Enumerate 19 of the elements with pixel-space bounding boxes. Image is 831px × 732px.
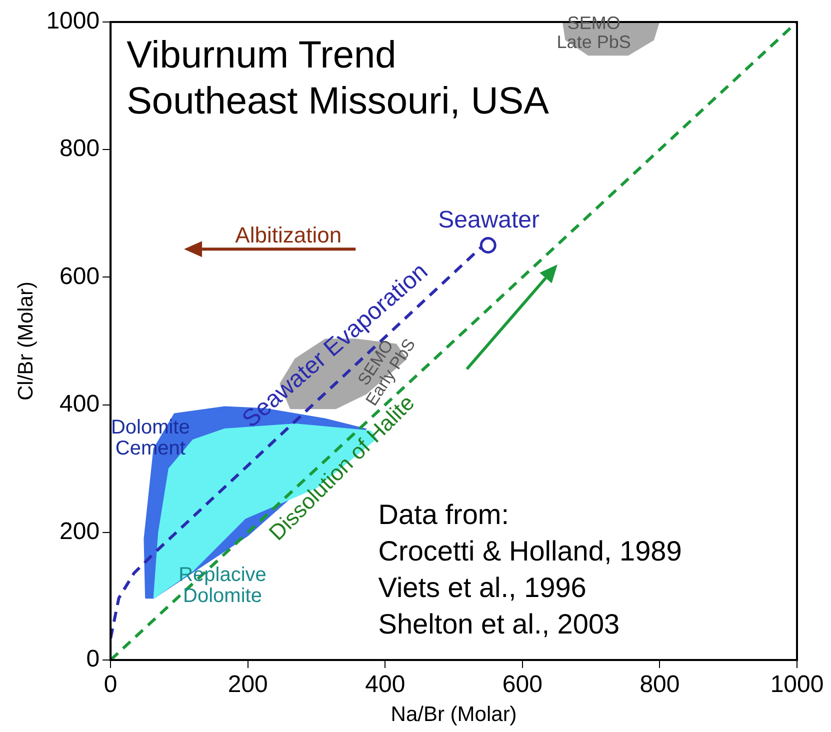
y-tick-label: 400 (60, 390, 100, 418)
x-tick-label: 600 (502, 671, 542, 698)
y-tick-label: 200 (60, 518, 100, 546)
annotation: Seawater (438, 206, 540, 234)
y-tick-label: 800 (60, 135, 100, 162)
x-tick-label: 400 (365, 671, 406, 698)
x-tick-label: 200 (228, 671, 268, 698)
annotation: Data from: Crocetti & Holland, 1989 Viets et al., 1996 Shelton et al., 2003 (378, 499, 682, 640)
annotation: Albitization (235, 222, 342, 248)
x-tick-label: 800 (640, 671, 680, 698)
y-tick-label: 600 (60, 262, 100, 290)
y-tick-label: 0 (86, 646, 100, 673)
x-axis-title: Na/Br (Molar) (390, 703, 517, 726)
y-tick-label: 1000 (46, 8, 100, 35)
text: Southeast Missouri, USA (126, 80, 550, 122)
y-axis-title: Cl/Br (Molar) (14, 282, 38, 400)
chart-title: Viburnum Trend (126, 34, 396, 76)
x-tick-label: 1000 (770, 671, 824, 698)
x-tick-label: 0 (104, 671, 118, 698)
